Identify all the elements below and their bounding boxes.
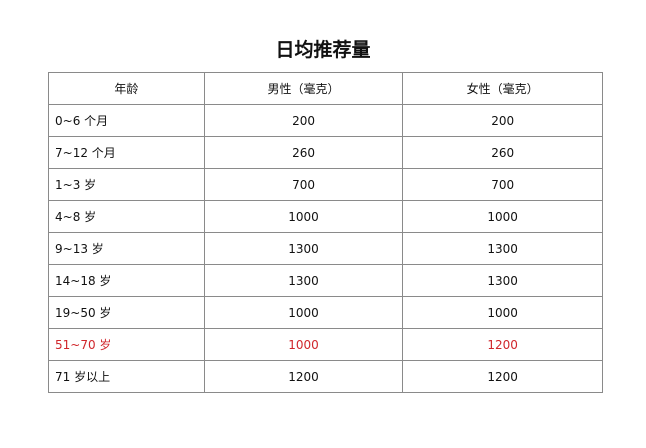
male-value-cell: 200 [203, 104, 404, 137]
age-cell: 4~8 岁 [48, 200, 205, 233]
table-header-row: 年龄 男性（毫克） 女性（毫克） [48, 72, 603, 105]
age-cell: 71 岁以上 [48, 360, 205, 393]
page-title: 日均推荐量 [275, 39, 371, 61]
female-value-cell: 1300 [402, 232, 603, 265]
male-value-cell: 700 [203, 168, 404, 201]
table-row: 4~8 岁 1000 1000 [48, 200, 603, 233]
table-row: 14~18 岁 1300 1300 [48, 264, 603, 297]
female-value-cell: 200 [402, 104, 603, 137]
table-row: 19~50 岁 1000 1000 [48, 296, 603, 329]
age-cell: 1~3 岁 [48, 168, 205, 201]
age-cell: 19~50 岁 [48, 296, 205, 329]
table-row: 71 岁以上 1200 1200 [48, 360, 603, 393]
table-row: 51~70 岁 1000 1200 [48, 328, 603, 361]
age-cell: 14~18 岁 [48, 264, 205, 297]
female-value-cell: 1300 [402, 264, 603, 297]
header-female: 女性（毫克） [402, 72, 603, 105]
age-cell: 0~6 个月 [48, 104, 205, 137]
table-row: 1~3 岁 700 700 [48, 168, 603, 201]
male-value-cell: 1000 [203, 296, 404, 329]
male-value-cell: 260 [203, 136, 404, 169]
table-row: 9~13 岁 1300 1300 [48, 232, 603, 265]
table-row: 7~12 个月 260 260 [48, 136, 603, 169]
female-value-cell: 1200 [402, 328, 603, 361]
female-value-cell: 1000 [402, 296, 603, 329]
male-value-cell: 1000 [203, 328, 404, 361]
female-value-cell: 260 [402, 136, 603, 169]
female-value-cell: 700 [402, 168, 603, 201]
header-age: 年龄 [48, 72, 205, 105]
male-value-cell: 1200 [203, 360, 404, 393]
male-value-cell: 1000 [203, 200, 404, 233]
male-value-cell: 1300 [203, 264, 404, 297]
table-row: 0~6 个月 200 200 [48, 104, 603, 137]
age-cell: 9~13 岁 [48, 232, 205, 265]
female-value-cell: 1000 [402, 200, 603, 233]
female-value-cell: 1200 [402, 360, 603, 393]
recommendation-table: 年龄 男性（毫克） 女性（毫克） 0~6 个月 200 200 7~12 个月 260 2… [48, 72, 603, 393]
male-value-cell: 1300 [203, 232, 404, 265]
header-male: 男性（毫克） [203, 72, 404, 105]
age-cell: 7~12 个月 [48, 136, 205, 169]
age-cell: 51~70 岁 [48, 328, 205, 361]
